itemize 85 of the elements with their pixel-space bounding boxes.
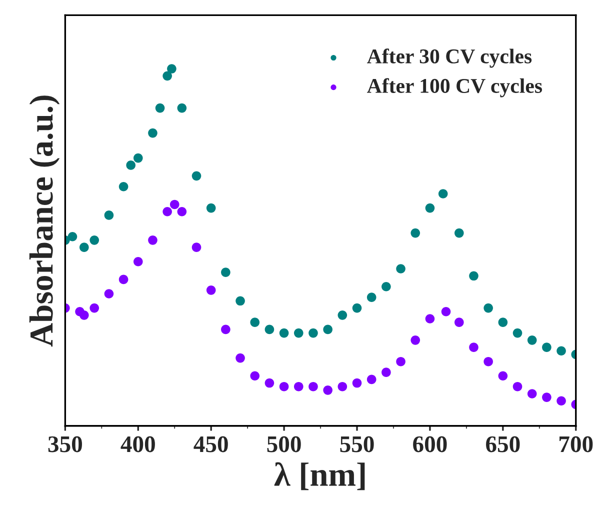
point [469,271,478,281]
point [148,236,158,245]
point [366,292,376,302]
point [410,228,420,238]
point [79,310,89,320]
point [469,342,478,352]
point [366,374,376,384]
point [352,303,362,313]
x-tick-label: 350 [48,436,82,452]
point [294,328,304,338]
point [167,64,176,74]
point [177,206,187,216]
point [308,328,318,338]
point [104,210,114,220]
point [438,189,448,198]
point [542,392,552,402]
point [512,328,522,338]
point [162,71,172,81]
point [236,296,245,306]
y-axis-title: Absorbance (a.u.) [29,96,60,347]
point [396,356,406,366]
point [118,274,128,284]
point [236,353,245,363]
point [454,228,464,238]
point [542,342,552,352]
point [279,328,289,338]
point [441,306,451,316]
point [133,256,143,266]
point [90,303,100,313]
point [250,318,260,327]
point [308,382,318,392]
point [264,324,274,334]
point [206,286,216,295]
point [352,378,362,388]
x-tick-label: 450 [194,436,228,452]
point [294,382,304,392]
point [323,386,332,395]
point [279,382,289,392]
point [177,103,187,113]
point [454,318,464,327]
point [192,171,202,181]
point [425,203,435,213]
point [221,268,230,277]
point [221,324,230,334]
point [206,203,216,213]
point [170,200,180,210]
point [338,310,348,320]
point [68,232,78,242]
point [527,336,537,345]
point [79,242,89,252]
point [126,160,136,170]
x-tick-label: 500 [267,436,301,452]
point [338,382,348,392]
point [162,206,172,216]
point [410,336,420,345]
point [264,378,274,388]
point [425,314,435,324]
point [133,153,143,163]
point [527,389,537,398]
point [148,128,158,138]
x-tick-label: 600 [413,436,447,452]
point [556,396,566,406]
x-tick-label: 700 [560,436,593,452]
x-tick-label: 550 [340,436,374,452]
point [104,289,114,298]
x-tick-label: 400 [120,436,155,452]
point [484,356,493,366]
point [382,368,391,377]
legend-label: After 30 CV cycles [367,48,532,68]
point [323,324,332,334]
point [396,264,406,274]
point [556,346,566,356]
point [90,236,100,245]
point [484,303,493,313]
x-tick-label: 650 [486,436,520,452]
point [498,318,508,327]
point [498,371,508,381]
legend-label: After 100 CV cycles [367,78,542,98]
point [118,182,128,192]
point [192,242,202,252]
point [155,103,165,113]
x-axis-title: λ [nm] [274,462,365,490]
point [512,382,522,392]
point [250,371,260,381]
point [382,282,391,292]
